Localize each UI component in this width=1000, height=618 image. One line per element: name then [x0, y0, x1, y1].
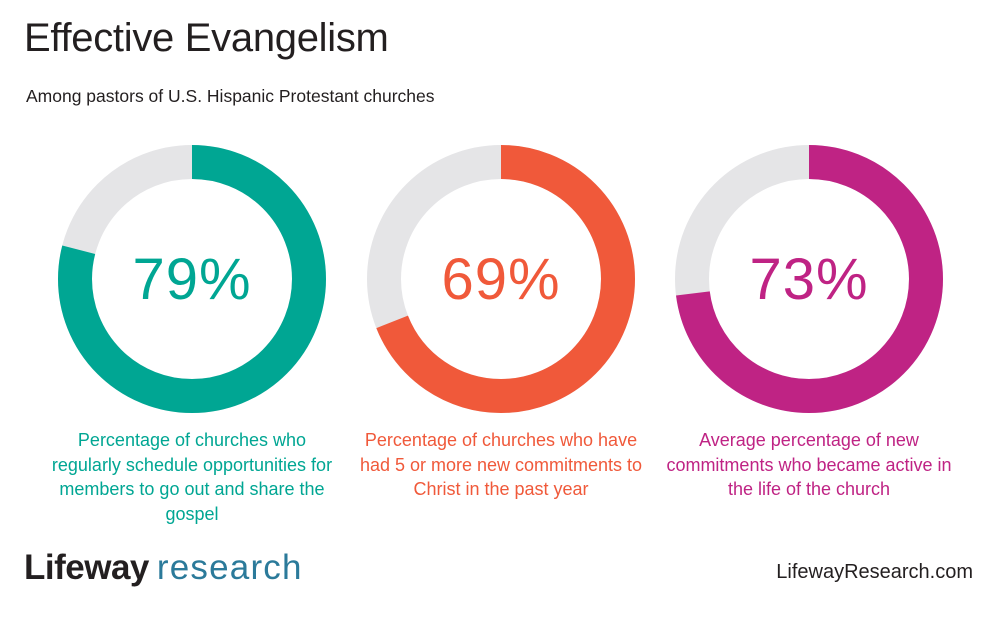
- donut-value-label: 73%: [749, 246, 869, 312]
- website-url: LifewayResearch.com: [776, 561, 973, 583]
- donut-value-label: 79%: [132, 246, 252, 312]
- donut-arc: [675, 145, 943, 413]
- donut-arc: [367, 145, 635, 413]
- logo-research-text: research: [156, 548, 303, 587]
- donut-value-label: 69%: [441, 246, 561, 312]
- donut-caption: Average percentage of new commitments wh…: [666, 430, 952, 499]
- donut-arc: [58, 145, 326, 413]
- donut-caption: Percentage of churches who regularly sch…: [51, 430, 333, 524]
- donut-chart-orange: 69%: [367, 145, 635, 413]
- donut-chart-teal: 79%: [58, 145, 326, 413]
- donut-chart-magenta: 73%: [675, 145, 943, 413]
- chart-title: Effective Evangelism: [24, 16, 389, 60]
- donut-caption: Percentage of churches who have had 5 or…: [359, 430, 643, 499]
- chart-subtitle: Among pastors of U.S. Hispanic Protestan…: [26, 86, 435, 106]
- lifeway-research-logo: Lifeway research: [24, 548, 303, 588]
- logo-lifeway-text: Lifeway: [24, 548, 149, 587]
